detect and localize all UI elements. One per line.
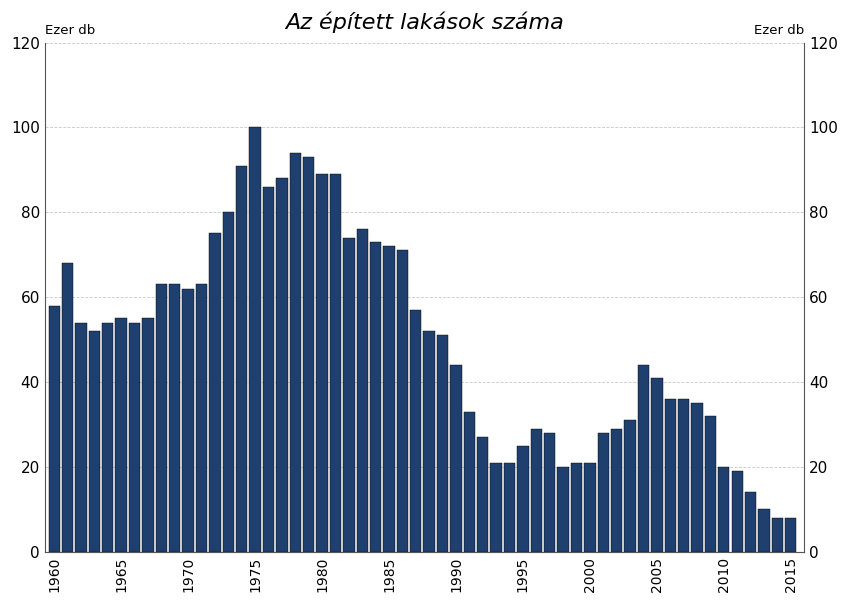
- Bar: [758, 509, 770, 552]
- Bar: [544, 433, 555, 552]
- Bar: [263, 187, 274, 552]
- Bar: [558, 467, 569, 552]
- Bar: [665, 399, 676, 552]
- Bar: [691, 403, 703, 552]
- Bar: [383, 246, 395, 552]
- Bar: [343, 238, 355, 552]
- Bar: [250, 127, 261, 552]
- Bar: [517, 446, 529, 552]
- Bar: [450, 365, 462, 552]
- Bar: [303, 157, 314, 552]
- Text: Ezer db: Ezer db: [45, 24, 95, 37]
- Bar: [276, 178, 288, 552]
- Bar: [718, 467, 729, 552]
- Bar: [531, 429, 542, 552]
- Bar: [76, 323, 87, 552]
- Bar: [236, 166, 247, 552]
- Bar: [62, 263, 73, 552]
- Bar: [410, 310, 421, 552]
- Bar: [396, 250, 408, 552]
- Bar: [129, 323, 140, 552]
- Bar: [222, 212, 234, 552]
- Bar: [705, 416, 716, 552]
- Bar: [772, 518, 783, 552]
- Bar: [477, 437, 488, 552]
- Bar: [290, 153, 301, 552]
- Bar: [317, 174, 328, 552]
- Text: Ezer db: Ezer db: [754, 24, 804, 37]
- Bar: [357, 229, 368, 552]
- Bar: [678, 399, 689, 552]
- Bar: [115, 318, 127, 552]
- Bar: [598, 433, 609, 552]
- Bar: [571, 463, 582, 552]
- Bar: [624, 420, 636, 552]
- Bar: [143, 318, 154, 552]
- Bar: [584, 463, 596, 552]
- Bar: [155, 285, 167, 552]
- Bar: [196, 285, 207, 552]
- Bar: [329, 174, 341, 552]
- Bar: [611, 429, 622, 552]
- Bar: [638, 365, 649, 552]
- Bar: [169, 285, 181, 552]
- Bar: [464, 412, 475, 552]
- Bar: [183, 289, 194, 552]
- Bar: [437, 335, 448, 552]
- Title: Az épített lakások száma: Az épített lakások száma: [285, 11, 564, 33]
- Bar: [370, 242, 381, 552]
- Bar: [424, 331, 435, 552]
- Bar: [732, 471, 743, 552]
- Bar: [491, 463, 502, 552]
- Bar: [102, 323, 114, 552]
- Bar: [88, 331, 100, 552]
- Bar: [503, 463, 515, 552]
- Bar: [745, 492, 756, 552]
- Bar: [651, 377, 662, 552]
- Bar: [48, 306, 60, 552]
- Bar: [209, 233, 221, 552]
- Bar: [785, 518, 796, 552]
